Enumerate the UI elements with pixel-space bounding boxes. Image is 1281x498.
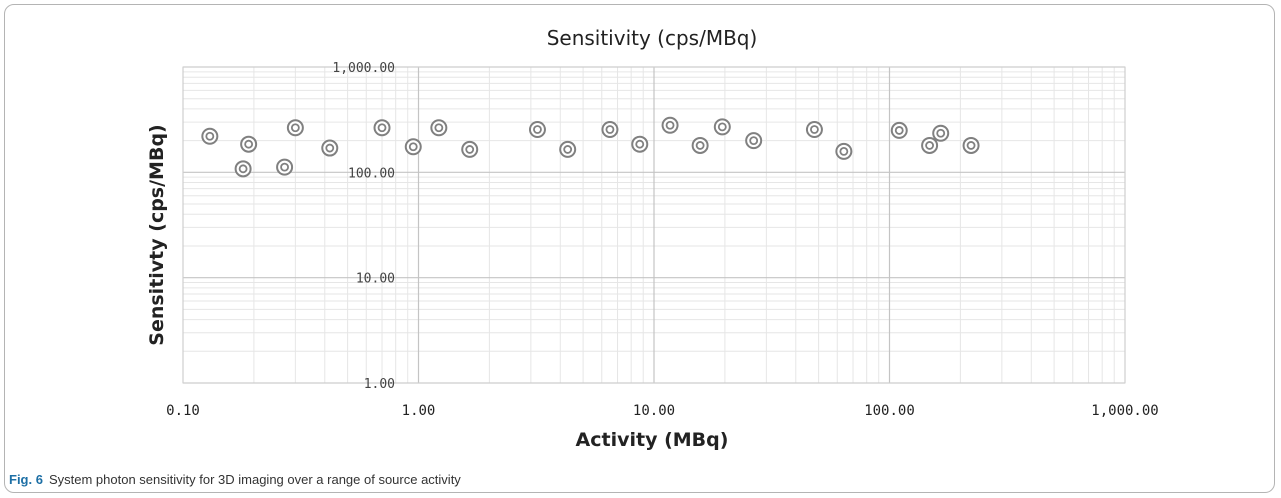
data-point xyxy=(835,142,853,160)
data-point xyxy=(962,136,980,154)
data-point xyxy=(276,158,294,176)
data-point xyxy=(234,160,252,178)
y-tick-label: 10.00 xyxy=(356,272,395,287)
data-point xyxy=(201,127,219,145)
data-point xyxy=(691,136,709,154)
x-axis-ticks: 0.10 1.00 10.00 100.00 1,000.00 xyxy=(166,403,1159,419)
data-point xyxy=(430,119,448,137)
x-tick-label: 100.00 xyxy=(864,403,915,419)
x-axis-label: Activity (MBq) xyxy=(576,429,729,451)
data-point xyxy=(373,119,391,137)
y-tick-label: 100.00 xyxy=(348,166,395,181)
x-tick-label: 0.10 xyxy=(166,403,200,419)
data-point xyxy=(805,121,823,139)
x-tick-label: 1,000.00 xyxy=(1091,403,1158,419)
data-point xyxy=(321,139,339,157)
y-axis-label: Sensitivty (cps/MBq) xyxy=(146,124,168,345)
data-point xyxy=(286,119,304,137)
scatter-chart: Sensitivity (cps/MBq) 1.00 10.00 100.00 1,0… xyxy=(146,26,1159,451)
grid xyxy=(182,66,1126,384)
caption-text: System photon sensitivity for 3D imaging… xyxy=(48,472,461,487)
caption-label: Fig. 6 xyxy=(9,472,43,487)
data-point xyxy=(921,136,939,154)
data-point xyxy=(528,121,546,139)
data-point xyxy=(601,121,619,139)
data-point xyxy=(932,124,950,142)
figure-frame xyxy=(4,4,1275,493)
data-points xyxy=(201,116,980,178)
y-axis-ticks: 1.00 10.00 100.00 1,000.00 xyxy=(332,61,395,392)
data-point xyxy=(890,121,908,139)
data-point xyxy=(240,135,258,153)
y-tick-label: 1.00 xyxy=(364,377,395,392)
data-point xyxy=(631,135,649,153)
data-point xyxy=(559,140,577,158)
data-point xyxy=(713,118,731,136)
chart-title: Sensitivity (cps/MBq) xyxy=(547,26,758,50)
x-tick-label: 1.00 xyxy=(402,403,436,419)
data-point xyxy=(745,132,763,150)
data-point xyxy=(461,140,479,158)
data-point xyxy=(404,138,422,156)
data-point xyxy=(661,116,679,134)
y-tick-label: 1,000.00 xyxy=(332,61,395,76)
figure-caption: Fig. 6 System photon sensitivity for 3D i… xyxy=(9,472,461,487)
x-tick-label: 10.00 xyxy=(633,403,675,419)
plot-area xyxy=(182,66,1126,384)
